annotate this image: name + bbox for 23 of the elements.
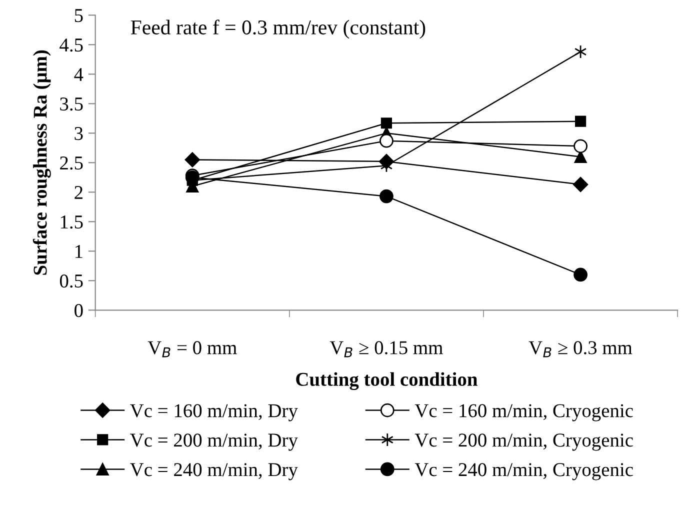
y-tick-label: 3 xyxy=(74,127,83,140)
y-tick-label: 0 xyxy=(74,304,83,318)
legend-label: Vc = 240 m/min, Cryogenic xyxy=(414,463,633,480)
y-tick-label: 5 xyxy=(74,9,83,22)
legend-label: Vc = 160 m/min, Cryogenic xyxy=(414,404,633,422)
y-tick-label: 4 xyxy=(74,68,84,81)
y-tick-label: 4.5 xyxy=(60,38,83,52)
chart-title: Feed rate f = 0.3 mm/rev (constant) xyxy=(130,20,426,39)
legend-label: Vc = 240 m/min, Dry xyxy=(130,463,298,480)
y-tick-label: 2.5 xyxy=(60,156,83,170)
x-tick-label: V$_{B}$ ≥ 0.3 mm xyxy=(528,341,632,358)
legend-label: Vc = 160 m/min, Dry xyxy=(130,404,298,422)
y-tick-label: 0.5 xyxy=(60,274,83,288)
y-tick-label: 3.5 xyxy=(60,98,83,111)
y-tick-label: 1 xyxy=(76,245,82,258)
x-tick-label: V$_{B}$ ≥ 0.15 mm xyxy=(330,341,443,358)
legend-label: Vc = 200 m/min, Dry xyxy=(130,434,298,451)
y-tick-label: 2 xyxy=(74,186,82,199)
y-tick-label: 1.5 xyxy=(60,216,83,229)
y-axis-title: Surface roughness Ra (μm) xyxy=(32,50,51,275)
x-tick-label: V$_{B}$ = 0 mm xyxy=(148,341,237,358)
x-axis-title: Cutting tool condition xyxy=(296,372,478,390)
legend-label: Vc = 200 m/min, Cryogenic xyxy=(414,434,633,451)
